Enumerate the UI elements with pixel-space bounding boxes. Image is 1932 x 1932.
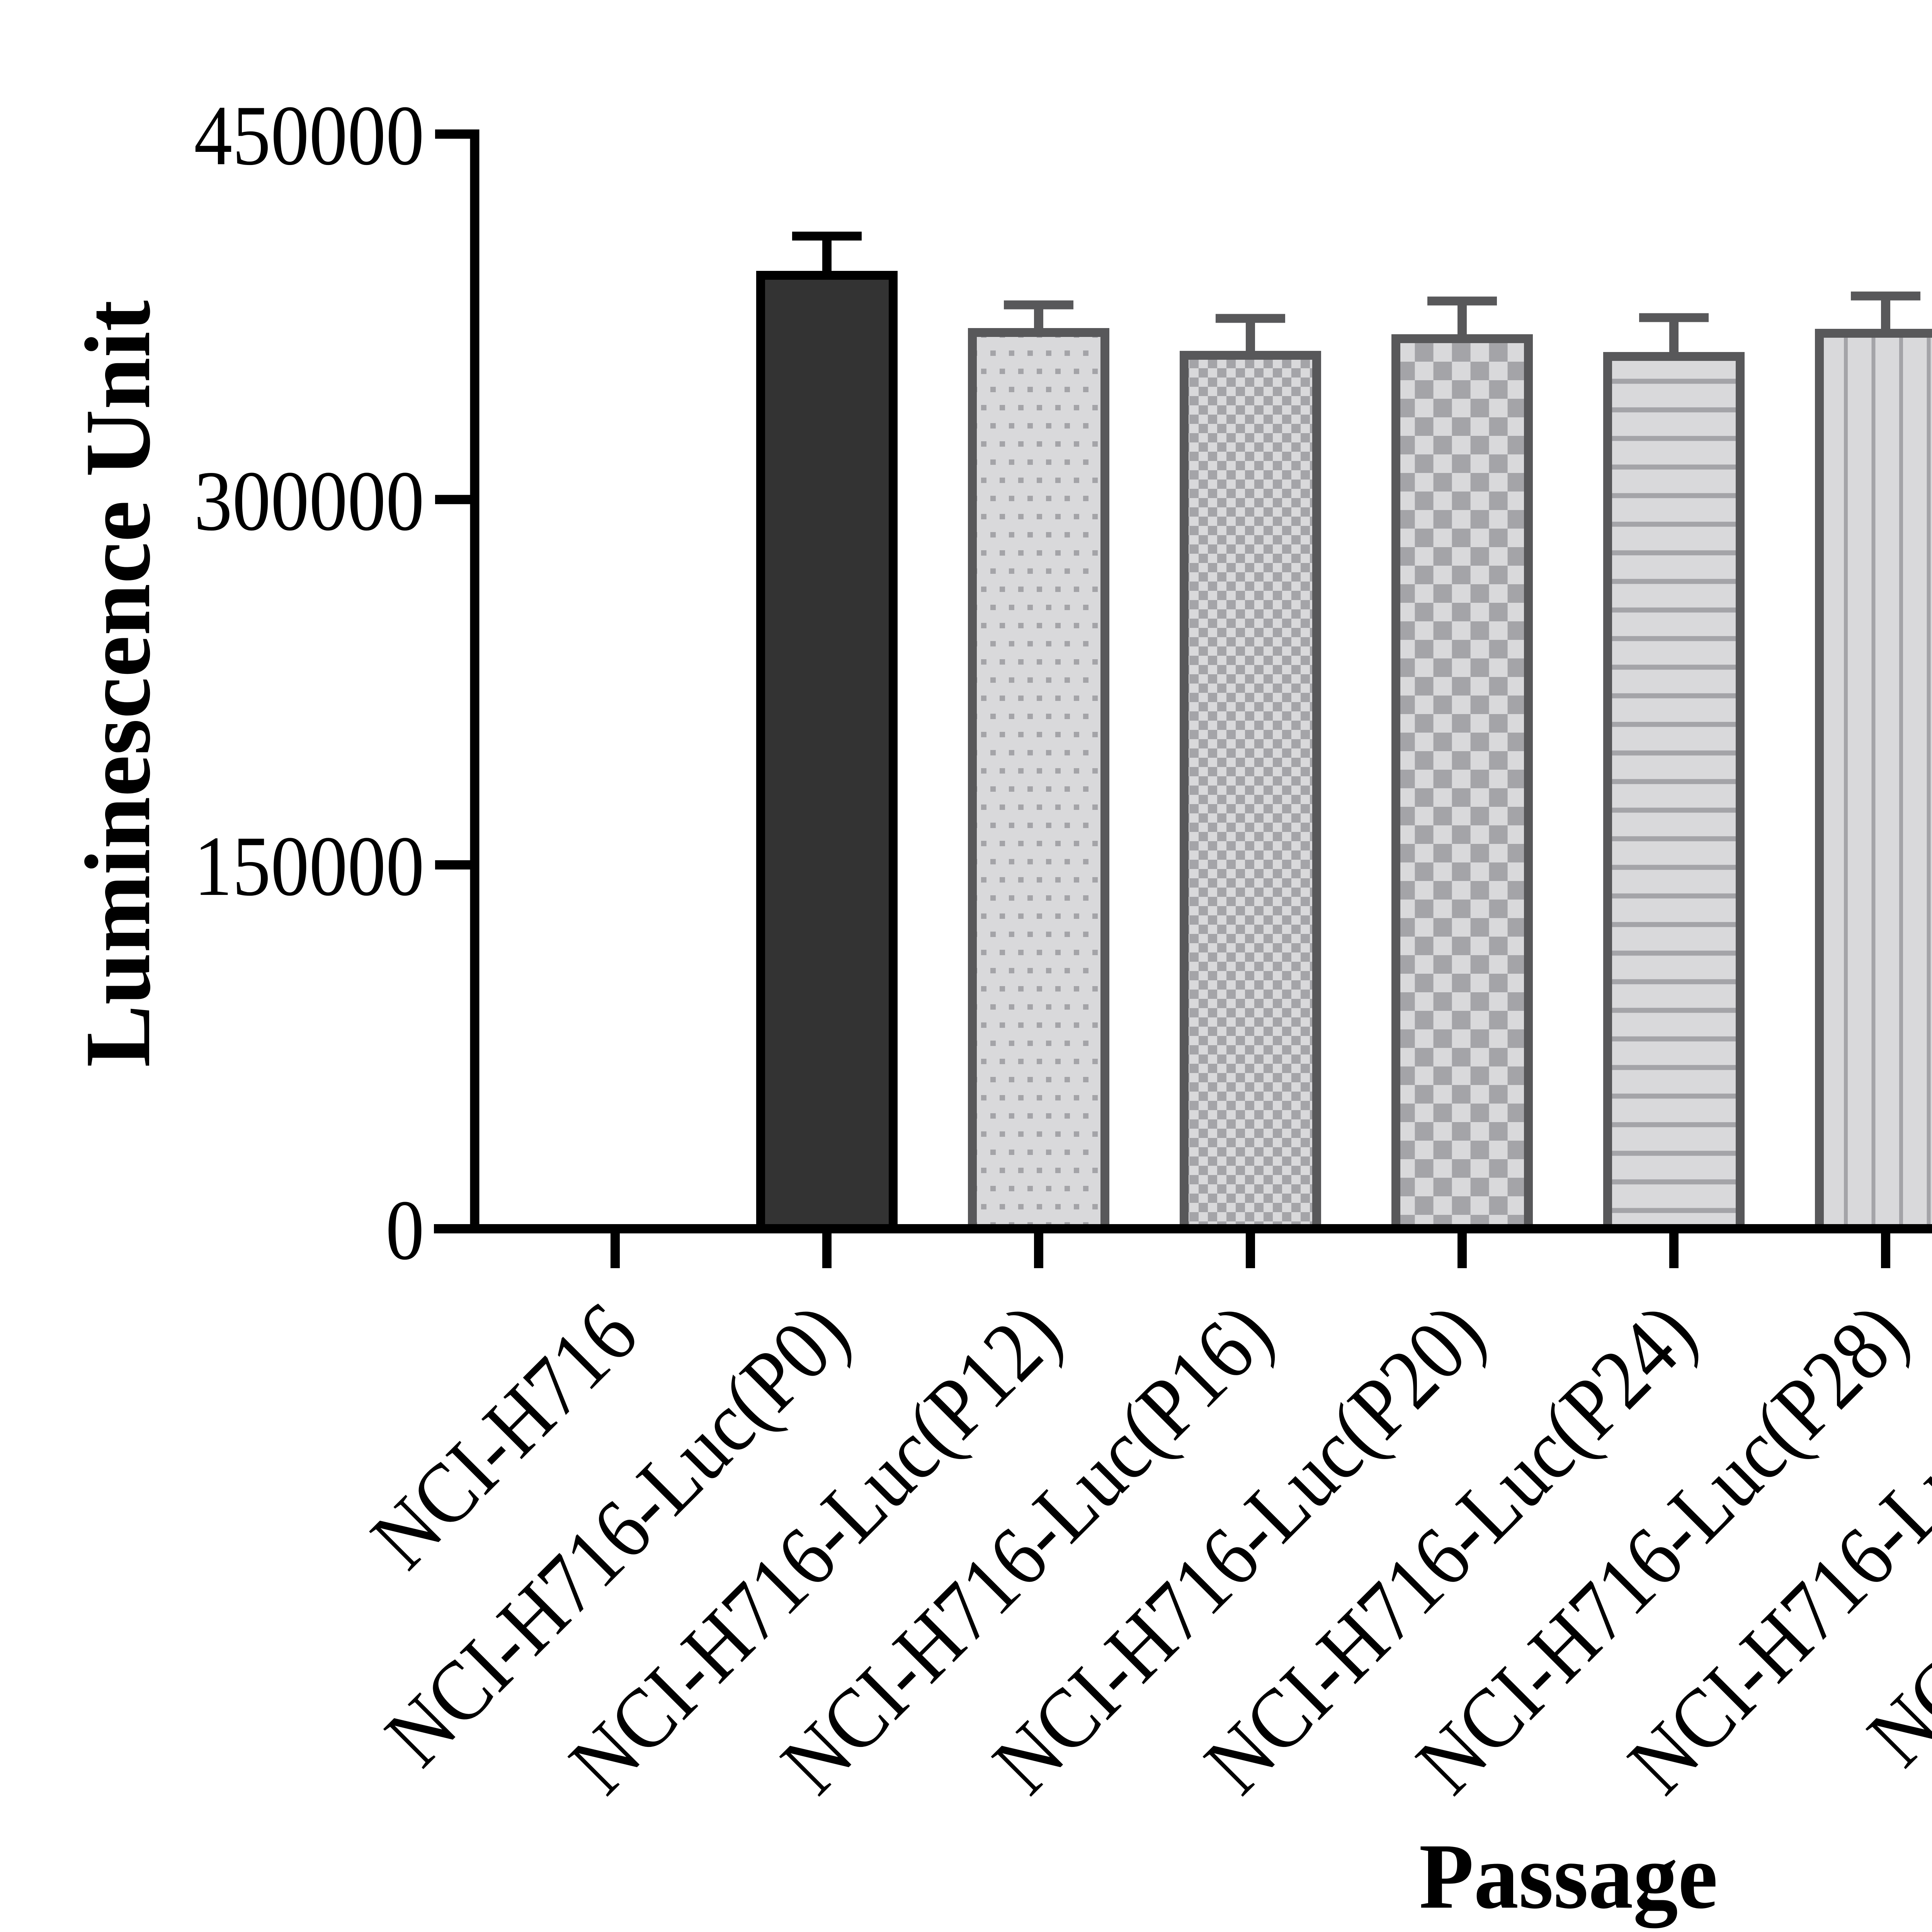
svg-text:0: 0 xyxy=(386,1183,424,1278)
svg-text:Luminescence Unit: Luminescence Unit xyxy=(66,300,170,1067)
svg-text:300000: 300000 xyxy=(194,454,424,549)
svg-text:Passage: Passage xyxy=(1419,1825,1718,1928)
svg-text:150000: 150000 xyxy=(194,819,424,914)
svg-text:450000: 450000 xyxy=(194,88,424,183)
